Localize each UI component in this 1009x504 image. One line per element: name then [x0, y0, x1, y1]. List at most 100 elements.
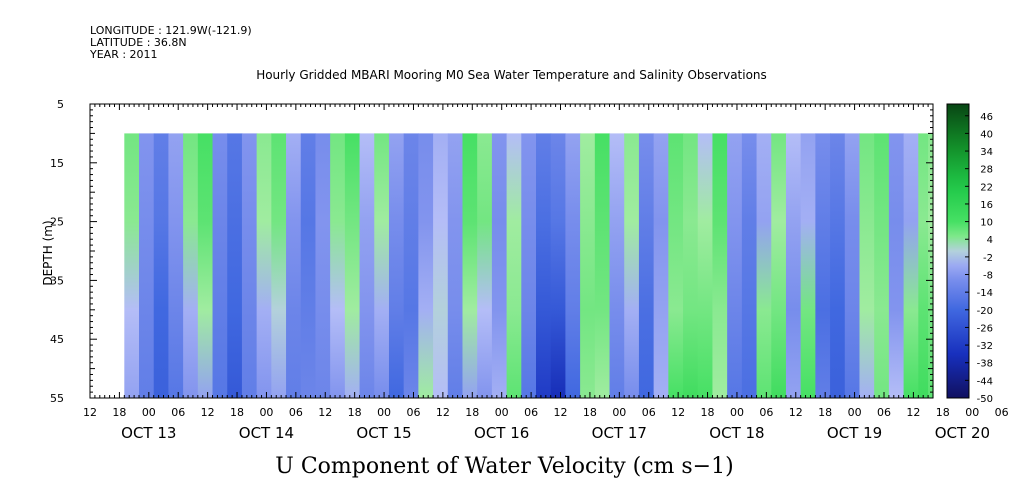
- heatmap-column: [286, 133, 302, 398]
- x-hour-label: 00: [848, 406, 862, 419]
- x-day-label: OCT 19: [827, 424, 882, 442]
- heatmap-column: [624, 133, 640, 398]
- colorbar-label: 10: [980, 218, 993, 229]
- heatmap-column: [653, 133, 669, 398]
- heatmap-column: [683, 133, 699, 398]
- x-hour-label: 12: [83, 406, 97, 419]
- heatmap-column: [168, 133, 184, 398]
- x-hour-label: 12: [671, 406, 685, 419]
- x-hour-label: 12: [906, 406, 920, 419]
- x-hour-label: 18: [348, 406, 362, 419]
- x-day-label: OCT 14: [239, 424, 294, 442]
- heatmap-column: [888, 133, 905, 398]
- heatmap-column: [727, 133, 743, 398]
- colorbar-label: -26: [977, 323, 993, 334]
- y-tick-label: 55: [50, 392, 64, 405]
- heatmap-column: [712, 133, 728, 398]
- colorbar-label: 16: [980, 200, 993, 211]
- colorbar: 46 40 34 28 22 16 10 4 -2 -8 -14 -20 -26 -32 -38 -44 -50: [946, 103, 993, 405]
- heatmap-column: [212, 133, 228, 398]
- colorbar-label: 4: [987, 235, 993, 246]
- x-hour-label: 00: [259, 406, 273, 419]
- heatmap-column: [124, 133, 140, 398]
- heatmap-column: [815, 133, 831, 398]
- heatmap-column: [918, 133, 929, 398]
- y-tick-label: 5: [57, 98, 64, 111]
- x-hour-label: 12: [318, 406, 332, 419]
- x-hour-label: 18: [583, 406, 597, 419]
- colorbar-label: 22: [980, 182, 993, 193]
- colorbar-label: -50: [977, 394, 993, 405]
- heatmap-column: [928, 133, 934, 398]
- x-day-label: OCT 13: [121, 424, 176, 442]
- heatmap-column: [521, 133, 537, 398]
- x-hour-label: 12: [201, 406, 215, 419]
- colorbar-label: 34: [980, 147, 993, 158]
- x-hour-label: 06: [642, 406, 656, 419]
- heatmap-column: [638, 133, 655, 398]
- x-hour-label: 18: [112, 406, 126, 419]
- colorbar-label: -20: [977, 306, 993, 317]
- heatmap-column: [418, 133, 434, 398]
- heatmap-column: [874, 133, 890, 398]
- x-hour-label: 06: [995, 406, 1009, 419]
- x-hour-label: 00: [965, 406, 979, 419]
- heatmap-column: [315, 133, 331, 398]
- x-hour-label: 18: [701, 406, 715, 419]
- figure-title: U Component of Water Velocity (cm s−1): [275, 454, 734, 479]
- x-day-label: OCT 15: [356, 424, 411, 442]
- x-hour-label: 00: [377, 406, 391, 419]
- heatmap-column: [536, 133, 552, 398]
- heatmap-column: [388, 133, 405, 398]
- heatmap-column: [903, 133, 919, 398]
- heatmap-column: [477, 133, 493, 398]
- x-day-label: OCT 17: [592, 424, 647, 442]
- heatmap-column: [462, 133, 478, 398]
- x-hour-label: 00: [730, 406, 744, 419]
- x-hour-label: 00: [495, 406, 509, 419]
- heatmap-column: [859, 133, 875, 398]
- heatmap-column: [800, 133, 816, 398]
- x-day-label: OCT 18: [709, 424, 764, 442]
- longitude-label: LONGITUDE : 121.9W(-121.9): [90, 24, 252, 37]
- colorbar-label: -2: [983, 253, 993, 264]
- heatmap-column: [330, 133, 346, 398]
- heatmap-column: [197, 133, 214, 398]
- y-tick-label: 15: [50, 157, 64, 170]
- colorbar-label: -44: [977, 376, 993, 387]
- colorbar-label: -32: [977, 341, 993, 352]
- heatmap-column: [506, 133, 522, 398]
- heatmap-column: [256, 133, 272, 398]
- colorbar-label: -14: [977, 288, 993, 299]
- x-hour-label: 06: [877, 406, 891, 419]
- x-hour-label: 18: [465, 406, 479, 419]
- colorbar-scale: [946, 103, 970, 399]
- heatmap-column: [697, 133, 714, 398]
- y-axis-label: DEPTH (m): [41, 220, 55, 285]
- colorbar-label: 40: [980, 129, 993, 140]
- heatmap-column: [741, 133, 758, 398]
- heatmap-column: [227, 133, 243, 398]
- heatmap-layer: [124, 133, 934, 398]
- x-hour-label: 06: [289, 406, 303, 419]
- heatmap-column: [830, 133, 846, 398]
- heatmap-column: [756, 133, 772, 398]
- heatmap-column: [139, 133, 155, 398]
- heatmap-column: [271, 133, 287, 398]
- colorbar-label: 46: [980, 112, 993, 123]
- heatmap-column: [241, 133, 258, 398]
- y-tick-label: 25: [50, 216, 64, 229]
- x-hour-label: 06: [171, 406, 185, 419]
- x-hour-label: 00: [612, 406, 626, 419]
- x-day-label: OCT 20: [935, 424, 990, 442]
- heatmap-column: [153, 133, 170, 398]
- heatmap-column: [374, 133, 390, 398]
- heatmap-column: [403, 133, 419, 398]
- colorbar-label: -8: [983, 271, 993, 282]
- heatmap-column: [300, 133, 317, 398]
- year-label: YEAR : 2011: [90, 48, 158, 61]
- x-hour-label: 18: [936, 406, 950, 419]
- latitude-label: LATITUDE : 36.8N: [90, 36, 187, 49]
- heatmap-column: [771, 133, 787, 398]
- x-hour-label: 12: [789, 406, 803, 419]
